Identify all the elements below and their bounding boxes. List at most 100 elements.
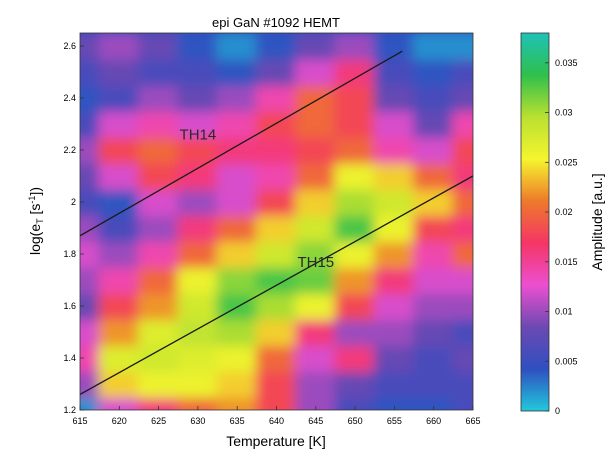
heatmap-cell xyxy=(80,318,101,346)
heatmap-cell xyxy=(334,344,376,372)
heatmap-cell xyxy=(295,344,337,372)
heatmap-cell xyxy=(255,214,298,242)
heatmap-cell xyxy=(255,292,298,320)
heatmap-cell xyxy=(255,188,298,216)
heatmap-cell xyxy=(334,110,376,138)
heatmap-cell xyxy=(80,240,101,268)
heatmap-cell xyxy=(137,162,180,190)
heatmap-cell xyxy=(373,162,416,190)
heatmap-cell xyxy=(80,214,101,242)
heatmap-cell xyxy=(373,58,416,86)
heatmap-cell xyxy=(295,292,337,320)
heatmap-cell xyxy=(216,58,258,86)
heatmap-cell xyxy=(80,162,101,190)
heatmap-cell xyxy=(216,136,258,164)
x-axis-label: Temperature [K] xyxy=(226,433,326,449)
heatmap-cell xyxy=(98,136,140,164)
x-tick-label: 665 xyxy=(465,416,480,426)
heatmap-cell xyxy=(295,84,337,112)
heatmap-cell xyxy=(452,214,473,242)
heatmap-cell xyxy=(177,370,219,398)
heatmap-cell xyxy=(452,188,473,216)
heatmap-cell xyxy=(80,58,101,86)
heatmap-cell xyxy=(255,318,298,346)
y-axis-label: log(eT [s-1]) xyxy=(27,187,45,255)
heatmap-cell xyxy=(295,162,337,190)
heatmap-cell xyxy=(177,84,219,112)
heatmap-cell xyxy=(80,84,101,112)
colorbar-tick-label: 0.015 xyxy=(555,257,578,267)
heatmap-cell xyxy=(98,188,140,216)
heatmap-cell xyxy=(216,84,258,112)
heatmap-cell xyxy=(177,188,219,216)
heatmap-cell xyxy=(216,266,258,294)
heatmap-cell xyxy=(216,396,258,410)
heatmap-cell xyxy=(413,110,455,138)
heatmap-cell xyxy=(255,240,298,268)
heatmap-cell xyxy=(137,292,180,320)
x-tick-label: 630 xyxy=(190,416,205,426)
heatmap-cell xyxy=(334,84,376,112)
y-tick-label: 2.6 xyxy=(63,41,76,51)
heatmap-cell xyxy=(137,84,180,112)
heatmap-cell xyxy=(98,266,140,294)
heatmap-cell xyxy=(98,33,140,60)
heatmap-cell xyxy=(452,58,473,86)
colorbar-tick-label: 0.035 xyxy=(555,58,578,68)
heatmap-cell xyxy=(255,162,298,190)
heatmap-cell xyxy=(177,136,219,164)
heatmap-cell xyxy=(373,370,416,398)
colorbar-tick-label: 0.005 xyxy=(555,356,578,366)
heatmap-cell xyxy=(216,214,258,242)
heatmap-cell xyxy=(137,370,180,398)
heatmap-cell xyxy=(373,266,416,294)
heatmap-cell xyxy=(452,292,473,320)
heatmap-cell xyxy=(255,266,298,294)
x-tick-label: 625 xyxy=(151,416,166,426)
heatmap-cell xyxy=(452,240,473,268)
heatmap-cell xyxy=(373,136,416,164)
heatmap-cell xyxy=(137,240,180,268)
heatmap-cell xyxy=(255,33,298,60)
heatmap-cell xyxy=(80,396,101,410)
heatmap-cell xyxy=(98,318,140,346)
heatmap-cell xyxy=(177,344,219,372)
heatmap-cell xyxy=(216,162,258,190)
heatmap-cell xyxy=(177,214,219,242)
heatmap-cell xyxy=(137,58,180,86)
heatmap-cell xyxy=(98,110,140,138)
heatmap-cell xyxy=(295,188,337,216)
heatmap-cell xyxy=(98,292,140,320)
colorbar-tick-label: 0.025 xyxy=(555,157,578,167)
heatmap-cell xyxy=(177,318,219,346)
heatmap-cell xyxy=(216,188,258,216)
heatmap-cell xyxy=(452,318,473,346)
heatmap-cell xyxy=(80,292,101,320)
heatmap-cell xyxy=(177,58,219,86)
heatmap-cell xyxy=(373,84,416,112)
heatmap-cell xyxy=(452,33,473,60)
heatmap-cell xyxy=(216,110,258,138)
heatmap-cell xyxy=(255,58,298,86)
heatmap-cell xyxy=(255,110,298,138)
heatmap-cell xyxy=(177,33,219,60)
heatmap-cell xyxy=(295,214,337,242)
x-tick-label: 640 xyxy=(269,416,284,426)
heatmap-cell xyxy=(452,136,473,164)
heatmap-cell xyxy=(334,318,376,346)
heatmap-cell xyxy=(255,84,298,112)
heatmap-cell xyxy=(413,370,455,398)
heatmap-cell xyxy=(177,240,219,268)
y-tick-label: 2 xyxy=(71,197,76,207)
heatmap-cell xyxy=(334,240,376,268)
heatmap-cell xyxy=(334,136,376,164)
heatmap-cell xyxy=(137,33,180,60)
heatmap-cell xyxy=(413,396,455,410)
heatmap-cell xyxy=(98,58,140,86)
colorbar-tick-label: 0.03 xyxy=(555,108,573,118)
heatmap-cell xyxy=(452,266,473,294)
heatmap-cell xyxy=(413,318,455,346)
x-tick-label: 655 xyxy=(387,416,402,426)
heatmap-cell xyxy=(216,344,258,372)
heatmap-cell xyxy=(216,370,258,398)
